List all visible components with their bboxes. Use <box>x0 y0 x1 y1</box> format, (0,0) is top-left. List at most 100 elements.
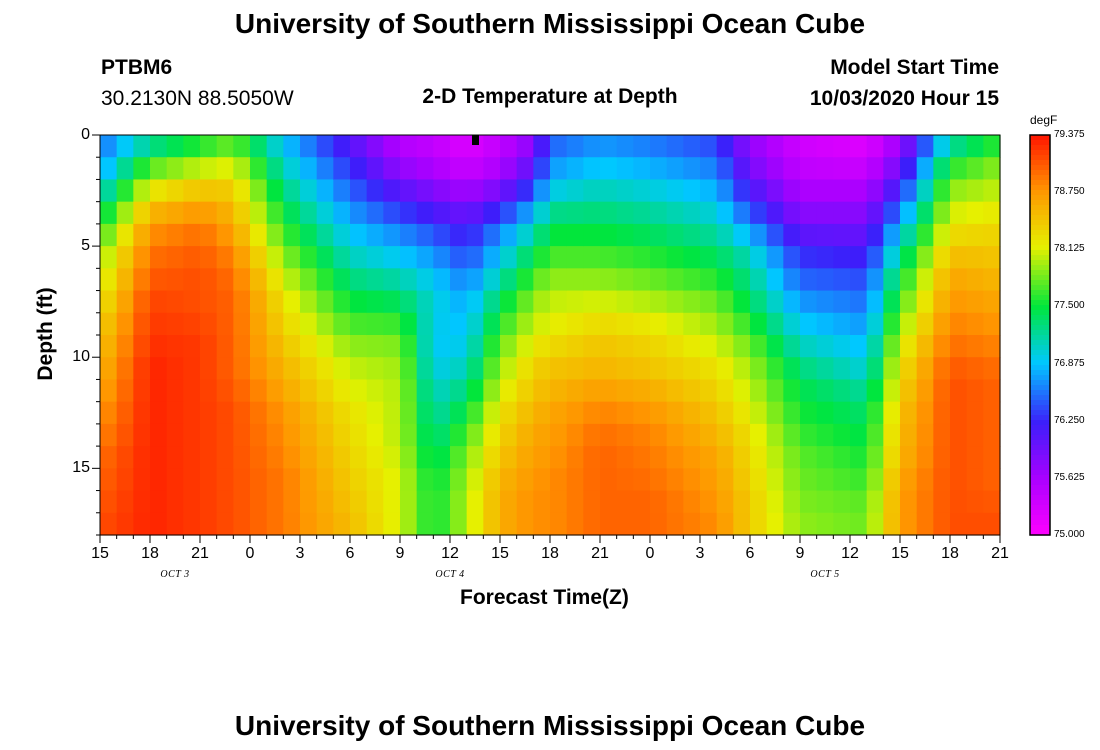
heatmap-cell <box>166 179 184 203</box>
heatmap-cell <box>766 468 784 492</box>
heatmap-cell <box>250 179 268 203</box>
heatmap-cell <box>666 490 684 514</box>
colorbar-swatch <box>1030 225 1050 231</box>
heatmap-cell <box>683 490 701 514</box>
heatmap-cell <box>333 223 351 247</box>
heatmap-cell <box>366 201 384 225</box>
heatmap-cell <box>800 223 818 247</box>
heatmap-cell <box>850 401 868 425</box>
heatmap-cell <box>983 223 1001 247</box>
heatmap-cell <box>183 468 201 492</box>
heatmap-cell <box>116 379 134 403</box>
heatmap-cell <box>833 246 851 269</box>
heatmap-cell <box>300 223 318 247</box>
heatmap-cell <box>666 468 684 492</box>
heatmap-cell <box>850 179 868 203</box>
heatmap-cell <box>866 157 884 181</box>
heatmap-cell <box>666 401 684 425</box>
heatmap-cell <box>416 157 434 181</box>
heatmap-cell <box>900 446 918 469</box>
heatmap-cell <box>666 246 684 269</box>
heatmap-cell <box>683 135 701 158</box>
heatmap-cell <box>300 290 318 314</box>
heatmap-cell <box>750 268 768 292</box>
heatmap-cell <box>116 290 134 314</box>
heatmap-cell <box>950 268 968 292</box>
colorbar-swatch <box>1030 415 1050 421</box>
heatmap-cell <box>183 335 201 358</box>
heatmap-cell <box>650 357 668 381</box>
x-tick-label: 3 <box>695 545 705 562</box>
heatmap-cell <box>816 335 834 358</box>
heatmap-cell <box>200 512 218 536</box>
heatmap-cell <box>950 246 968 269</box>
x-tick-label: 6 <box>745 545 755 562</box>
heatmap-cell <box>100 468 118 492</box>
heatmap-cell <box>250 157 268 181</box>
heatmap-cell <box>866 312 884 336</box>
heatmap-cell <box>283 312 301 336</box>
heatmap-cell <box>666 357 684 381</box>
heatmap-cell <box>350 335 368 358</box>
heatmap-cell <box>533 268 551 292</box>
heatmap-cell <box>483 268 501 292</box>
heatmap-cell <box>116 446 134 469</box>
heatmap-cell <box>300 335 318 358</box>
colorbar-swatch <box>1030 270 1050 276</box>
colorbar-swatch <box>1030 480 1050 486</box>
heatmap-cell <box>283 490 301 514</box>
colorbar-swatch <box>1030 165 1050 171</box>
heatmap-cell <box>733 268 751 292</box>
heatmap-cell <box>483 223 501 247</box>
heatmap-cell <box>333 290 351 314</box>
heatmap-cell <box>883 312 901 336</box>
heatmap-cell <box>600 268 618 292</box>
heatmap-cell <box>216 335 234 358</box>
heatmap-cell <box>150 135 168 158</box>
heatmap-cell <box>900 335 918 358</box>
heatmap-cell <box>216 246 234 269</box>
heatmap-cell <box>233 468 251 492</box>
heatmap-cell <box>533 446 551 469</box>
heatmap-cell <box>916 446 934 469</box>
heatmap-cell <box>250 446 268 469</box>
x-tick-label: 21 <box>191 545 209 562</box>
heatmap-cell <box>550 446 568 469</box>
heatmap-cell <box>900 490 918 514</box>
heatmap-cell <box>900 401 918 425</box>
heatmap-cell <box>133 379 151 403</box>
heatmap-cell <box>716 512 734 536</box>
heatmap-cell <box>983 446 1001 469</box>
heatmap-cell <box>933 201 951 225</box>
heatmap-cell <box>933 446 951 469</box>
heatmap-cell <box>700 379 718 403</box>
heatmap-cell <box>500 423 518 447</box>
heatmap-cell <box>433 201 451 225</box>
station-coordinates: 30.2130N 88.5050W <box>101 87 294 110</box>
colorbar-swatch <box>1030 495 1050 501</box>
chart-subtitle: 2-D Temperature at Depth <box>422 85 678 108</box>
heatmap-cell <box>666 290 684 314</box>
heatmap-cell <box>266 468 284 492</box>
heatmap-cell <box>666 379 684 403</box>
heatmap-cell <box>550 512 568 536</box>
heatmap-cell <box>383 268 401 292</box>
colorbar-swatch <box>1030 205 1050 211</box>
heatmap-cell <box>916 423 934 447</box>
heatmap-cell <box>366 135 384 158</box>
heatmap-cell <box>733 512 751 536</box>
heatmap-cell <box>516 268 534 292</box>
heatmap-cell <box>166 157 184 181</box>
colorbar-swatch <box>1030 300 1050 306</box>
heatmap-cell <box>683 423 701 447</box>
heatmap-cell <box>100 223 118 247</box>
heatmap-cell <box>100 290 118 314</box>
heatmap-cell <box>933 135 951 158</box>
heatmap-cell <box>466 423 484 447</box>
heatmap-cell <box>883 179 901 203</box>
heatmap-cell <box>966 512 984 536</box>
heatmap-cell <box>433 401 451 425</box>
heatmap-cell <box>166 446 184 469</box>
heatmap-cell <box>466 312 484 336</box>
heatmap-cell <box>216 357 234 381</box>
